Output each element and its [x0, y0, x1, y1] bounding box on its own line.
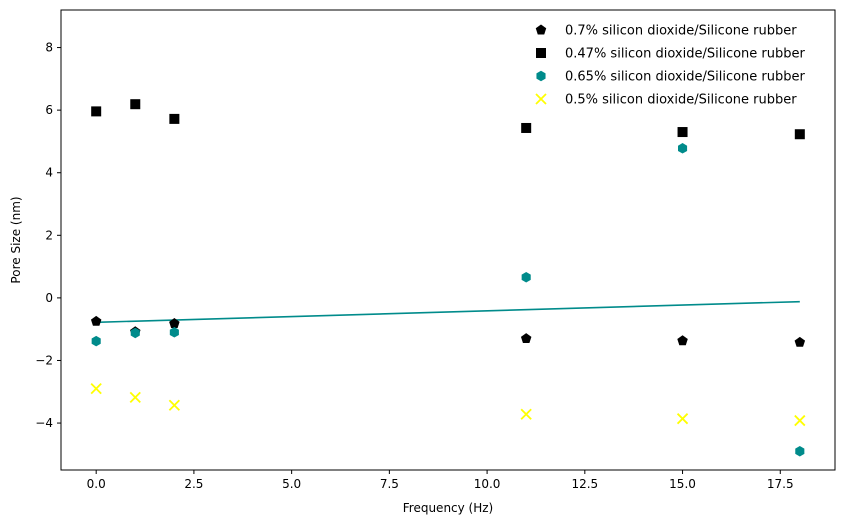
x-tick-label: 0.0: [87, 477, 106, 491]
y-tick-label: −4: [35, 416, 53, 430]
x-tick-label: 15.0: [669, 477, 696, 491]
x-tick-label: 5.0: [282, 477, 301, 491]
plot-area: [90, 99, 806, 457]
legend-marker-4: [535, 93, 547, 105]
legend-item-2: 0.47% silicon dioxide/Silicone rubber: [536, 47, 806, 62]
data-point-1-1: [90, 315, 102, 326]
data-point-3-3: [169, 327, 179, 338]
legend: 0.7% silicon dioxide/Silicone rubber 0.47…: [535, 24, 806, 108]
axes: 0.0 2.5 5.0 7.5 10.0 12.5 15.0 17.5 −4 −2 0 2 4 6 8: [35, 9, 836, 491]
legend-marker-2: [536, 48, 546, 58]
data-point-3-2: [130, 327, 140, 339]
plot-frame: [60, 9, 836, 471]
legend-marker-1: [535, 24, 547, 35]
trend-line: [96, 300, 800, 324]
x-axis-label: Frequency (Hz): [403, 501, 494, 515]
legend-label-2: 0.47% silicon dioxide/Silicone rubber: [565, 47, 806, 62]
series-3: [91, 143, 805, 457]
data-point-3-6: [795, 445, 805, 457]
x-tick-label: 2.5: [184, 477, 203, 491]
data-point-2-5: [677, 127, 688, 138]
data-point-4-2: [129, 391, 141, 404]
legend-item-1: 0.7% silicon dioxide/Silicone rubber: [535, 24, 797, 39]
data-point-1-6: [794, 336, 806, 347]
legend-item-3: 0.65% silicon dioxide/Silicone rubber: [536, 70, 806, 85]
data-point-1-5: [677, 335, 688, 346]
x-tick-label: 10.0: [474, 477, 501, 491]
data-point-4-3: [168, 399, 181, 411]
legend-label-3: 0.65% silicon dioxide/Silicone rubber: [565, 70, 806, 85]
series-1: [90, 315, 806, 347]
data-point-4-6: [794, 414, 806, 427]
y-tick-label: 0: [45, 291, 53, 305]
data-point-2-4: [521, 122, 532, 133]
data-point-3-1: [91, 335, 101, 347]
data-point-2-1: [91, 106, 102, 117]
y-tick-label: 2: [45, 228, 53, 242]
data-point-2-3: [169, 113, 180, 124]
data-point-3-4: [521, 271, 531, 283]
data-point-4-5: [676, 413, 689, 425]
y-axis-label: Pore Size (nm): [9, 196, 23, 283]
series-4: [90, 383, 806, 427]
legend-marker-3: [536, 70, 546, 82]
y-tick-label: −2: [35, 353, 53, 367]
y-tick-label: 8: [45, 41, 53, 55]
data-point-2-6: [794, 129, 805, 140]
x-tick-label: 7.5: [380, 477, 399, 491]
data-point-2-2: [130, 99, 141, 110]
x-tick-label: 17.5: [767, 477, 794, 491]
legend-label-1: 0.7% silicon dioxide/Silicone rubber: [565, 24, 797, 39]
data-point-1-3: [169, 318, 180, 328]
series-2: [91, 99, 805, 140]
y-tick-label: 6: [45, 103, 53, 117]
data-point-4-4: [520, 408, 532, 420]
legend-item-4: 0.5% silicon dioxide/Silicone rubber: [535, 93, 797, 108]
legend-label-4: 0.5% silicon dioxide/Silicone rubber: [565, 93, 797, 108]
data-point-3-5: [678, 143, 688, 154]
x-tick-label: 12.5: [571, 477, 598, 491]
data-point-4-1: [90, 383, 102, 395]
data-point-1-4: [520, 333, 532, 344]
y-tick-label: 4: [45, 166, 53, 180]
